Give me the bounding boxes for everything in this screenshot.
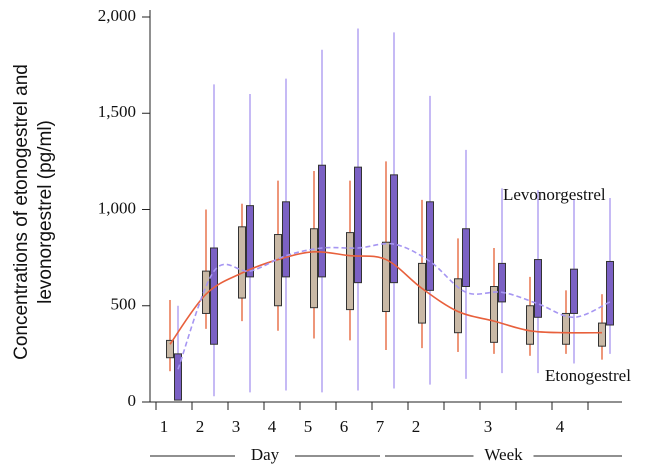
x-tick-label: 6 (340, 417, 349, 436)
box (174, 353, 182, 401)
y-axis-label: levonorgestrel (pg/ml) (35, 120, 56, 304)
x-tick-label: 4 (268, 417, 277, 436)
x-group-label: Week (484, 445, 523, 464)
box (202, 270, 210, 314)
y-tick-label: 500 (111, 295, 137, 314)
box (426, 201, 434, 291)
box (382, 241, 390, 313)
box (282, 201, 290, 278)
trend-line (169, 250, 603, 345)
y-tick-label: 2,000 (98, 6, 136, 25)
box (570, 268, 578, 314)
box (562, 312, 570, 345)
x-tick-label: 3 (484, 417, 493, 436)
box (318, 164, 326, 278)
y-tick-label: 1,500 (98, 102, 136, 121)
box (598, 322, 606, 347)
x-group-label: Day (251, 445, 280, 464)
x-tick-label: 1 (160, 417, 169, 436)
box (310, 228, 318, 309)
trend-line (177, 242, 611, 370)
x-tick-label: 4 (556, 417, 565, 436)
y-tick-label: 0 (128, 391, 137, 410)
box (534, 259, 542, 318)
series-label: Etonogestrel (545, 366, 631, 385)
y-axis-label: Concentrations of etonogestrel and (11, 64, 32, 360)
box (390, 174, 398, 284)
box (238, 226, 246, 299)
series-label: Levonorgestrel (503, 185, 606, 204)
box (210, 247, 218, 345)
x-tick-label: 2 (196, 417, 205, 436)
box (606, 260, 614, 326)
box (246, 205, 254, 278)
box (462, 228, 470, 287)
box (346, 232, 354, 311)
box (498, 262, 506, 303)
box (418, 262, 426, 324)
y-tick-label: 1,000 (98, 198, 136, 217)
box (274, 234, 282, 307)
box (526, 305, 534, 345)
x-tick-label: 5 (304, 417, 313, 436)
box (354, 166, 362, 284)
box (490, 286, 498, 343)
x-tick-label: 2 (412, 417, 421, 436)
x-tick-label: 3 (232, 417, 241, 436)
box (166, 339, 174, 359)
x-tick-label: 7 (376, 417, 385, 436)
box (454, 278, 462, 334)
